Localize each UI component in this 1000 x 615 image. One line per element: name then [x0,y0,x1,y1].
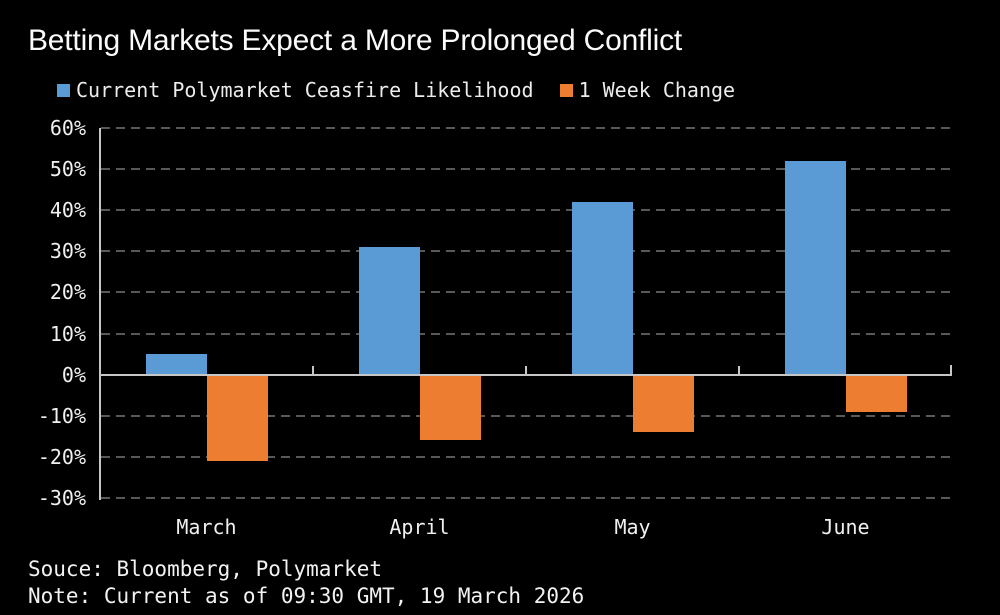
footer: Souce: Bloomberg, Polymarket Note: Curre… [28,556,584,610]
y-axis-line [99,128,101,500]
y-axis-tick-label: 60% [49,116,86,140]
y-axis-tick-label: 40% [49,198,86,223]
legend-item-ceasefire-likelihood: Current Polymarket Ceasfire Likelihood [57,78,534,102]
x-axis-label-march: March [176,515,237,539]
legend-item-week-change: 1 Week Change [559,78,736,102]
gridline--30 [101,497,952,499]
bar-likelihood-march [145,354,207,375]
gridline--20 [101,455,952,458]
gridline-40 [101,209,952,212]
x-axis-zero-line [100,373,952,376]
legend-label-ceasefire-likelihood: Current Polymarket Ceasfire Likelihood [76,78,534,102]
date-note: Note: Current as of 09:30 GMT, 19 March … [28,584,585,608]
x-axis-label-june: June [821,515,870,539]
gridline-50 [101,168,952,171]
gridline-10 [101,332,952,335]
gridline--10 [101,414,952,417]
y-axis-tick-label: 30% [49,239,86,264]
x-axis-label-may: May [614,515,651,539]
bar-likelihood-june [784,160,846,375]
chart-title: Betting Markets Expect a More Prolonged … [28,24,683,57]
bar-week-change-may [632,374,694,433]
bar-week-change-march [206,374,268,461]
gridline-20 [101,291,952,294]
legend: Current Polymarket Ceasfire Likelihood 1… [57,78,735,102]
x-axis-tick [525,365,527,374]
y-axis-tick-label: 50% [49,157,86,182]
x-axis-tick [312,365,314,374]
y-axis-tick-label: -20% [37,444,86,469]
gridline-60 [101,127,952,129]
x-axis-tick [738,365,740,374]
legend-swatch-blue-icon [57,83,70,97]
y-axis-tick-label: -30% [37,486,86,510]
legend-swatch-orange-icon [559,83,573,97]
y-axis-tick-label: 20% [49,280,86,305]
source-note: Souce: Bloomberg, Polymarket [28,557,383,581]
x-axis-end-tick [950,364,952,375]
gridline-30 [101,250,952,253]
y-axis-tick-label: 10% [49,321,86,346]
bar-likelihood-april [358,247,420,375]
legend-label-week-change: 1 Week Change [578,78,736,102]
y-axis-tick-label: 0% [61,362,86,387]
y-axis-tick-label: -10% [37,403,86,428]
bar-week-change-june [845,374,907,412]
bar-week-change-april [419,374,481,441]
x-axis-label-april: April [389,515,450,539]
bar-likelihood-may [571,202,633,375]
